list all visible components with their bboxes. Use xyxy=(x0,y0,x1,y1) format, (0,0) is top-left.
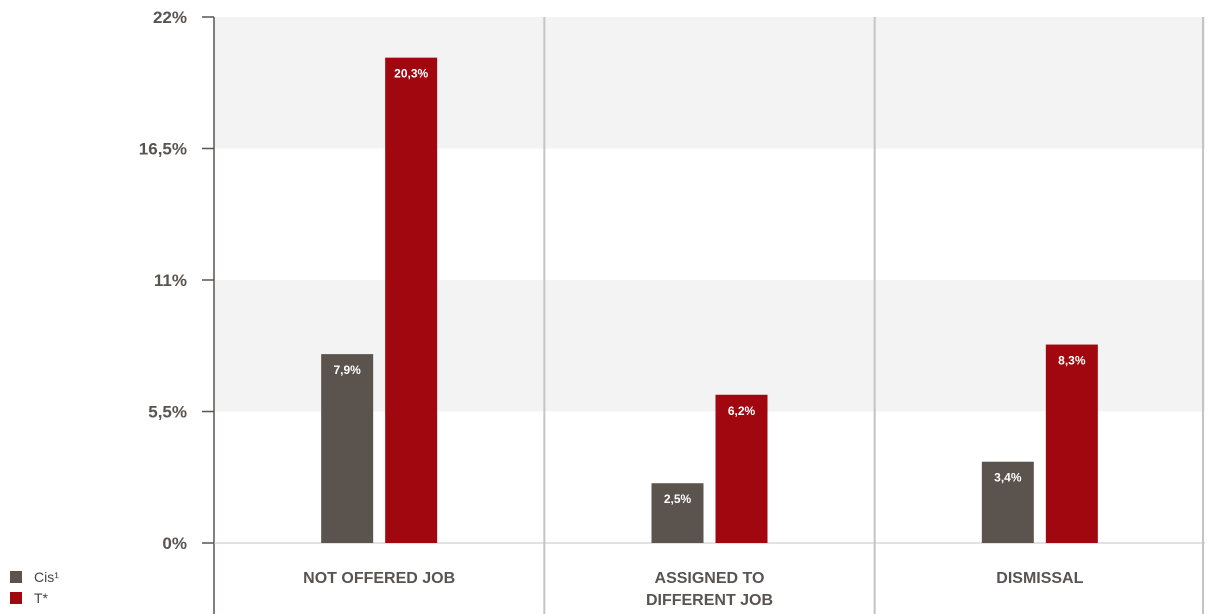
bar xyxy=(1045,344,1098,543)
category-label: DISMISSAL xyxy=(996,570,1083,587)
background-bands xyxy=(214,17,1205,412)
bar xyxy=(651,483,704,543)
background-band xyxy=(214,280,1205,412)
legend-item-t: T* xyxy=(10,587,59,608)
category-dividers xyxy=(543,17,1204,614)
bar xyxy=(715,394,768,543)
legend-swatch-cis xyxy=(10,570,22,583)
y-tick-label: 5,5% xyxy=(148,403,187,422)
legend-item-cis: Cis¹ xyxy=(10,566,59,587)
bar-data-label: 7,9% xyxy=(333,363,361,377)
bar-data-label: 2,5% xyxy=(664,492,692,506)
category-label: NOT OFFERED JOB xyxy=(303,570,455,587)
legend-label-cis: Cis¹ xyxy=(34,568,59,585)
data-labels: 7,9% 20,3% 2,5% 6,2% 3,4% 8,3% xyxy=(333,67,1085,507)
bar xyxy=(981,461,1034,543)
legend-label-t: T* xyxy=(34,589,48,606)
bar xyxy=(385,57,438,544)
y-tick-label: 0% xyxy=(162,534,187,553)
bar-data-label: 20,3% xyxy=(394,67,428,81)
category-labels: NOT OFFERED JOB ASSIGNED TO DIFFERENT JOB D… xyxy=(303,570,1083,609)
bar-data-label: 3,4% xyxy=(994,471,1022,485)
category-label: ASSIGNED TO xyxy=(655,570,765,587)
legend: Cis¹ T* xyxy=(10,566,59,608)
bar-data-label: 6,2% xyxy=(728,404,756,418)
bars xyxy=(321,57,1098,544)
y-tick-label: 16,5% xyxy=(139,140,187,159)
y-tick-label: 22% xyxy=(153,8,187,27)
background-band xyxy=(214,17,1205,149)
y-axis: 0% 5,5% 11% 16,5% 22% xyxy=(139,8,1205,614)
bar-data-label: 8,3% xyxy=(1058,354,1086,368)
legend-swatch-t xyxy=(10,591,22,604)
category-label: DIFFERENT JOB xyxy=(646,592,773,609)
y-tick-label: 11% xyxy=(154,271,187,290)
bar xyxy=(321,354,374,543)
